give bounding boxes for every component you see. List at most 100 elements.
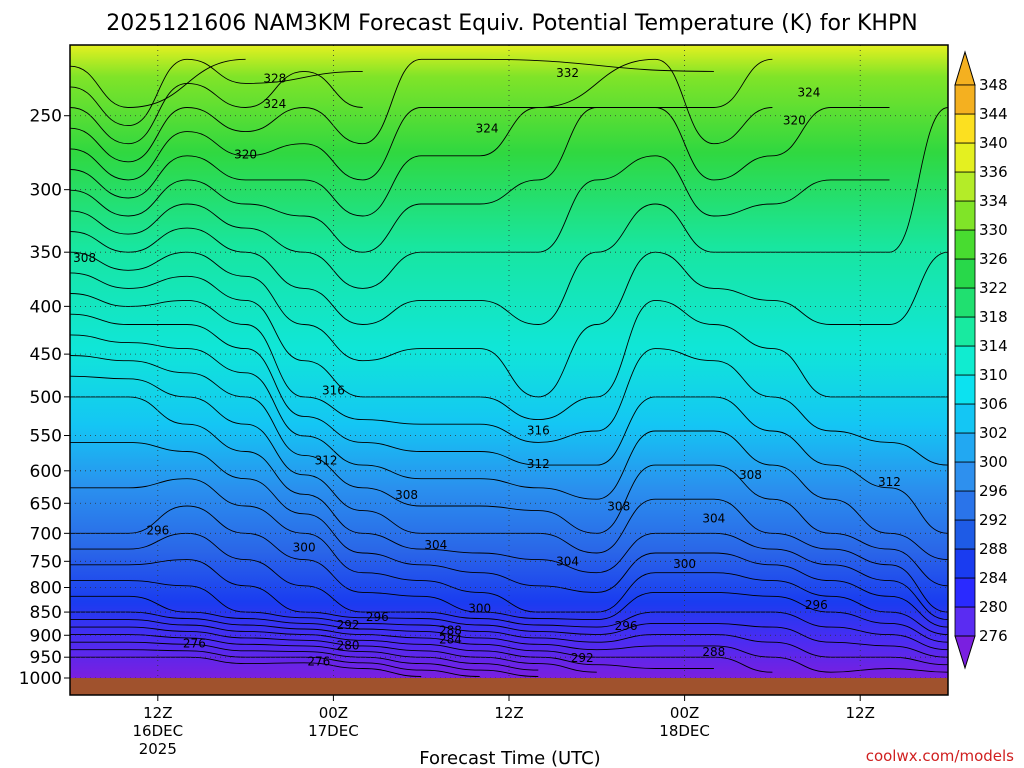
contour-line (70, 505, 948, 643)
colorbar-swatch (954, 374, 976, 405)
contour-label: 324 (263, 97, 286, 111)
contour-line (70, 641, 539, 677)
colorbar-swatch (954, 461, 976, 492)
contour-label: 316 (527, 423, 550, 437)
contour-line (70, 619, 714, 669)
colorbar-arrow-bottom (954, 635, 976, 670)
colorbar-label: 322 (979, 279, 1008, 297)
plot-area: 332 328 324 324 324 320 320 308 316 316 312 312 312 3… (70, 45, 948, 678)
x-tick-label: 00Z (319, 704, 348, 722)
x-tick-label: 17DEC (308, 722, 359, 740)
colorbar-swatch (954, 200, 976, 231)
contour-label: 280 (337, 639, 360, 653)
contour-label: 312 (878, 475, 901, 489)
contour-label: 300 (673, 557, 696, 571)
contour-label: 292 (571, 651, 594, 665)
contour-label: 296 (805, 598, 828, 612)
contour-label: 276 (307, 654, 330, 668)
colorbar-swatch (954, 287, 976, 318)
colorbar-swatch (954, 519, 976, 550)
colorbar-swatch (954, 548, 976, 579)
colorbar-label: 292 (979, 511, 1008, 529)
contour-label: 312 (527, 457, 550, 471)
gridlines (70, 45, 948, 678)
y-tick-label: 550 (30, 427, 62, 447)
y-tick-label: 300 (30, 181, 62, 201)
contour-label: 316 (322, 383, 345, 397)
colorbar-swatch (954, 171, 976, 202)
colorbar-swatch (954, 432, 976, 463)
contour-label: 304 (556, 554, 579, 568)
contour-line (70, 656, 422, 677)
contour-line (70, 70, 363, 145)
colorbar-swatch (954, 403, 976, 434)
colorbar-label: 296 (979, 482, 1008, 500)
contour-line (70, 595, 948, 673)
colorbar-swatch (954, 490, 976, 521)
colorbar-label: 284 (979, 569, 1008, 587)
colorbar-label: 348 (979, 76, 1008, 94)
chart-title: 2025121606 NAM3KM Forecast Equiv. Potent… (106, 11, 917, 36)
contour-line (70, 634, 539, 671)
contour-line (70, 155, 890, 289)
contour-line (70, 334, 948, 561)
contour-line (70, 478, 948, 636)
contour-line (70, 58, 363, 127)
contour-line (70, 559, 948, 658)
contour-label: 308 (395, 488, 418, 502)
y-tick-label: 500 (30, 388, 62, 408)
contour-line (70, 107, 948, 325)
theta-e-field (70, 45, 948, 678)
contour-labels: 332 328 324 324 324 320 320 308 316 316 312 312 312 3… (73, 66, 901, 668)
colorbar-label: 314 (979, 337, 1008, 355)
y-tick-label: 450 (30, 345, 62, 365)
contour-label: 324 (476, 121, 499, 135)
colorbar-label: 276 (979, 627, 1008, 645)
colorbar-label: 326 (979, 250, 1008, 268)
contour-line (70, 626, 597, 673)
y-tick-label: 1000 (19, 669, 62, 689)
x-tick-label: 16DEC (133, 722, 184, 740)
colorbar-swatch (954, 258, 976, 289)
contour-line (70, 58, 773, 181)
colorbar-swatch (954, 142, 976, 173)
contour-line (70, 441, 948, 628)
x-tick-label: 12Z (494, 704, 523, 722)
x-tick-label: 18DEC (659, 722, 710, 740)
contour-label: 324 (798, 85, 821, 99)
contour-label: 332 (556, 66, 579, 80)
colorbar-arrow-top (954, 50, 976, 86)
contour-label: 308 (739, 468, 762, 482)
y-tick-label: 250 (30, 107, 62, 127)
colorbar-label: 330 (979, 221, 1008, 239)
y-tick-label: 800 (30, 578, 62, 598)
contour-label: 276 (183, 636, 206, 650)
colorbar-label: 300 (979, 453, 1008, 471)
contour-line (70, 375, 948, 613)
contour-label: 296 (366, 610, 389, 624)
contour-line (70, 313, 948, 534)
contour-lines (70, 58, 948, 677)
contour-line (70, 58, 246, 108)
contour-line (70, 355, 948, 587)
x-tick-label: 12Z (143, 704, 172, 722)
colorbar-label: 334 (979, 192, 1008, 210)
contour-label: 288 (439, 624, 462, 638)
y-tick-label: 950 (30, 648, 62, 668)
contour-line (70, 396, 948, 621)
colorbar-swatch (954, 316, 976, 347)
y-tick-label: 400 (30, 297, 62, 317)
colorbar-swatch (954, 113, 976, 144)
x-tick-label: 00Z (670, 704, 699, 722)
colorbar-label: 318 (979, 308, 1008, 326)
colorbar-swatch (954, 84, 976, 115)
contour-label: 304 (702, 512, 725, 526)
colorbar-swatch (954, 345, 976, 376)
contour-label: 288 (702, 645, 725, 659)
contour-label: 312 (315, 454, 338, 468)
contour-label: 308 (607, 499, 630, 513)
y-tick-label: 750 (30, 552, 62, 572)
y-axis: 250 300 350 400 450 500 550 600 650 700 750 800 850 9… (19, 107, 70, 689)
